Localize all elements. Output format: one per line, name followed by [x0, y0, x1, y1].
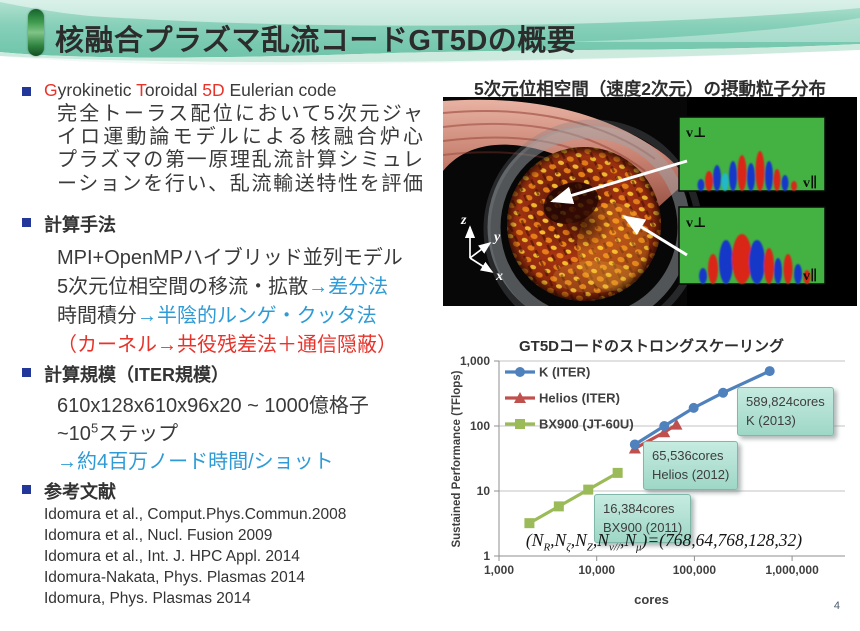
method-line: MPI+OpenMPハイブリッド並列モデル — [57, 247, 403, 269]
svg-text:100: 100 — [470, 419, 490, 433]
velocity-inset-top: v⊥ v∥ — [678, 116, 826, 192]
callout-bx900: 16,384cores BX900 (2011) — [594, 494, 692, 543]
axis-label-z: z — [460, 213, 467, 228]
vpar-label: v∥ — [803, 175, 817, 191]
reference-item: Idomura et al., Nucl. Fusion 2009 — [44, 527, 273, 544]
bullet-square-icon — [22, 485, 31, 494]
grid-size-annotation: (NR,Nζ,NZ,Nv//,Nμ)=(768,64,768,128,32) — [525, 530, 803, 554]
method-line: （カーネル→共役残差法＋通信隠蔽） — [57, 334, 397, 356]
vpar-label: v∥ — [803, 268, 817, 284]
x-axis-title: cores — [634, 592, 669, 607]
title-accent-bar — [28, 9, 44, 56]
method-heading: 計算手法 — [44, 215, 116, 235]
bullet-square-icon — [22, 218, 31, 227]
bullet-square-icon — [22, 368, 31, 377]
bullet-square-icon — [22, 87, 31, 96]
scale-line: →約4百万ノード時間/ショット — [57, 451, 334, 473]
svg-text:1,000,000: 1,000,000 — [765, 563, 819, 577]
page-number: 4 — [833, 600, 840, 612]
description-line: プラズマの第一原理乱流計算シミュレ — [57, 149, 423, 172]
axis-label-y: y — [492, 230, 501, 245]
torus-visualization: z y x — [442, 97, 857, 339]
bullet-method: 計算手法 — [22, 211, 116, 237]
reference-item: Idomura et al., Int. J. HPC Appl. 2014 — [44, 548, 300, 565]
axis-label-x: x — [495, 269, 503, 284]
svg-text:1,000: 1,000 — [484, 563, 514, 577]
svg-text:10: 10 — [477, 484, 491, 498]
scale-line: ~105ステップ — [57, 420, 179, 445]
scale-heading: 計算規模（ITER規模） — [44, 365, 230, 385]
y-axis-title: Sustained Performance (TFlops) — [451, 370, 463, 548]
method-line: 時間積分→半陰的ルンゲ・クッタ法 — [57, 305, 377, 327]
svg-text:1: 1 — [483, 549, 490, 563]
torus-graphic: z y x — [442, 97, 857, 339]
svg-text:100,000: 100,000 — [673, 563, 717, 577]
gyrokinetic-label: Gyrokinetic Toroidal 5D Eulerian code — [44, 80, 337, 100]
coordinate-axes — [464, 225, 494, 273]
chart-title: GT5Dコードのストロングスケーリング — [518, 338, 784, 355]
scale-line: 610x128x610x96x20 ~ 1000億格子 — [57, 395, 369, 417]
reference-item: Idomura-Nakata, Phys. Plasmas 2014 — [44, 569, 306, 586]
svg-text:BX900 (JT-60U): BX900 (JT-60U) — [539, 417, 634, 432]
bullet-gyrokinetic: Gyrokinetic Toroidal 5D Eulerian code — [22, 80, 337, 101]
chart-plot-area: 1 10 100 1,000 1,000 10,000 100,000 1,000,000 K … — [460, 354, 845, 577]
references-heading: 参考文献 — [44, 482, 116, 502]
description-line: 完全トーラス配位において5次元ジャ — [57, 103, 423, 125]
description-line: イロ運動論モデルによる核融合炉心 — [57, 126, 423, 149]
slide-title: 核融合プラズマ乱流コードGT5Dの概要 — [55, 25, 577, 57]
svg-text:1,000: 1,000 — [460, 354, 490, 368]
callout-helios: 65,536cores Helios (2012) — [643, 441, 739, 490]
reference-item: Idomura et al., Comput.Phys.Commun.2008 — [44, 506, 347, 523]
description-line: ーションを行い、乱流輸送特性を評価 — [57, 172, 423, 195]
svg-text:K (ITER): K (ITER) — [539, 365, 590, 380]
scaling-chart: GT5Dコードのストロングスケーリング 1 10 100 1,000 1,000 10,0… — [443, 334, 860, 626]
velocity-inset-bottom: v⊥ v∥ — [678, 206, 826, 285]
method-line: 5次元位相空間の移流・拡散→差分法 — [57, 276, 389, 298]
vperp-label: v⊥ — [686, 216, 706, 231]
header-wave-graphic — [0, 0, 860, 65]
description-paragraph: 完全トーラス配位において5次元ジャ イロ運動論モデルによる核融合炉心 プラズマの… — [57, 103, 423, 196]
reference-item: Idomura, Phys. Plasmas 2014 — [44, 590, 251, 607]
svg-text:Helios (ITER): Helios (ITER) — [539, 391, 620, 406]
annotation-arrows — [550, 159, 688, 257]
vperp-label: v⊥ — [686, 126, 706, 141]
image-caption: 5次元位相空間（速度2次元）の摂動粒子分布 — [474, 79, 826, 99]
header-banner: 核融合プラズマ乱流コードGT5Dの概要 — [0, 0, 860, 70]
bullet-references: 参考文献 — [22, 478, 116, 504]
svg-text:10,000: 10,000 — [578, 563, 615, 577]
bullet-scale: 計算規模（ITER規模） — [22, 361, 229, 387]
callout-k: 589,824cores K (2013) — [737, 387, 834, 436]
